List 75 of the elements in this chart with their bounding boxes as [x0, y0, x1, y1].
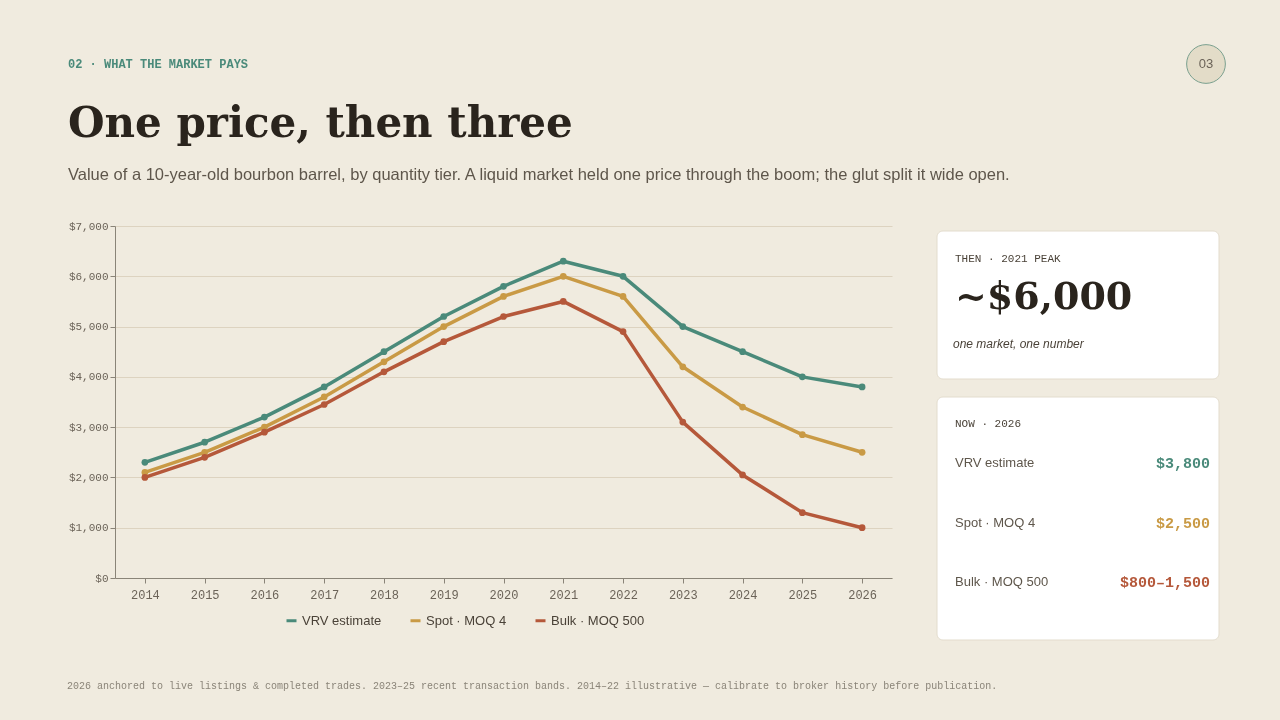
- point: [619, 293, 627, 300]
- text: 2026 anchored to live listings & completed trades. 2023–25 recent transaction bands. 2014–22 illustrative — calibrate to broker history before publication.: [67, 681, 998, 692]
- point: [320, 393, 328, 401]
- point: [440, 338, 448, 345]
- y-tick-label: $0: [95, 572, 109, 585]
- legend-label: Bulk · MOQ 500: [551, 612, 645, 628]
- point: [679, 363, 687, 371]
- x-tick-label: 2015: [190, 588, 220, 603]
- point: [559, 272, 567, 280]
- text: ~$6,000: [955, 273, 1133, 318]
- text: 02 · WHAT THE MARKET PAYS: [68, 58, 249, 72]
- point: [619, 328, 627, 335]
- text: Spot · MOQ 4: [955, 514, 1036, 530]
- y-tick-label: $7,000: [68, 220, 109, 233]
- text: THEN · 2021 PEAK: [955, 253, 1062, 265]
- point: [201, 453, 209, 461]
- point: [619, 272, 627, 280]
- point: [380, 348, 388, 356]
- point: [500, 293, 507, 300]
- point: [798, 373, 806, 381]
- point: [739, 348, 746, 356]
- point: [320, 401, 328, 408]
- point: [440, 313, 448, 320]
- point: [679, 418, 687, 426]
- y-tick-label: $2,000: [68, 471, 109, 484]
- x-tick-label: 2025: [788, 588, 818, 603]
- y-tick-label: $3,000: [68, 421, 109, 434]
- x-tick-label: 2014: [130, 588, 160, 603]
- point: [320, 383, 328, 391]
- point: [440, 323, 448, 330]
- point: [141, 459, 149, 466]
- point: [500, 313, 507, 320]
- chart-title: One price, then three: [68, 98, 573, 147]
- x-tick-label: 2024: [728, 588, 758, 603]
- text: 03: [1198, 56, 1214, 71]
- y-tick-label: $1,000: [68, 522, 109, 535]
- x-tick-label: 2026: [848, 588, 878, 603]
- chart-subtitle: Value of a 10-year-old bourbon barrel, by quantity tier. A liquid market held one price through the boom; the glut split it wide open.: [68, 165, 1010, 183]
- point: [141, 474, 149, 481]
- text: $3,800: [1155, 456, 1210, 473]
- text: $2,500: [1155, 515, 1210, 533]
- point: [500, 283, 507, 290]
- y-tick-label: $4,000: [68, 371, 109, 384]
- point: [858, 448, 866, 456]
- x-tick-label: 2021: [549, 588, 579, 603]
- point: [798, 509, 806, 516]
- point: [858, 524, 866, 532]
- legend-label: Spot · MOQ 4: [426, 612, 507, 628]
- point: [559, 257, 567, 265]
- point: [201, 438, 209, 446]
- y-tick-label: $6,000: [68, 270, 109, 283]
- point: [739, 403, 746, 411]
- point: [261, 428, 268, 436]
- y-tick-label: $5,000: [68, 321, 109, 334]
- x-tick-label: 2018: [370, 588, 399, 603]
- point: [261, 413, 268, 421]
- point: [559, 298, 567, 305]
- text: $800–1,500: [1119, 575, 1210, 592]
- x-tick-label: 2016: [250, 588, 280, 603]
- point: [798, 431, 806, 439]
- x-tick-label: 2022: [609, 588, 638, 603]
- legend-label: VRV estimate: [302, 612, 382, 628]
- x-tick-label: 2023: [668, 588, 698, 603]
- point: [380, 368, 388, 376]
- text: Bulk · MOQ 500: [955, 574, 1049, 589]
- point: [739, 471, 746, 479]
- point: [380, 358, 388, 366]
- point: [858, 383, 866, 391]
- x-tick-label: 2019: [429, 588, 459, 603]
- x-tick-label: 2020: [489, 588, 519, 603]
- text: NOW · 2026: [955, 418, 1022, 430]
- point: [679, 323, 687, 330]
- x-tick-label: 2017: [310, 588, 340, 603]
- text: one market, one number: [953, 337, 1085, 351]
- text: VRV estimate: [955, 455, 1035, 470]
